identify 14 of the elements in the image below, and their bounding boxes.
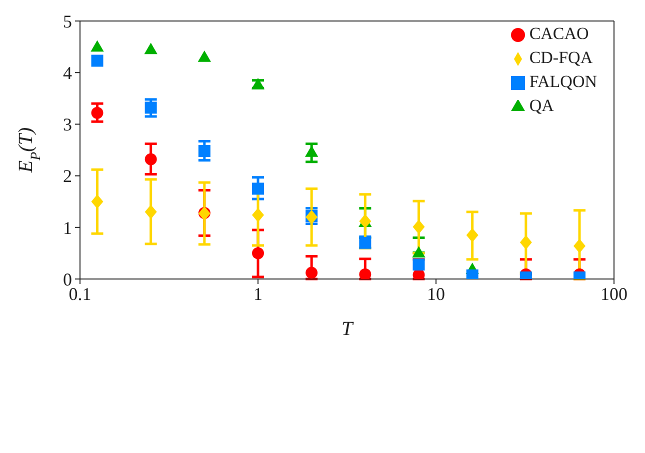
- y-tick-label: 1: [63, 218, 72, 238]
- x-tick-label: 100: [600, 284, 628, 304]
- y-tick-label: 5: [63, 11, 72, 32]
- legend-label: CD-FQA: [529, 48, 593, 67]
- y-tick-label: 3: [63, 114, 72, 135]
- x-tick-label: 10: [427, 284, 445, 304]
- legend-label: QA: [529, 96, 554, 115]
- legend-label: CACAO: [529, 24, 589, 43]
- y-tick-label: 4: [63, 62, 72, 83]
- x-axis-title: T: [341, 318, 354, 340]
- x-tick-label: 1: [254, 284, 262, 304]
- y-tick-label: 2: [63, 166, 72, 186]
- legend-label: FALQON: [529, 72, 597, 91]
- y-tick-label: 0: [63, 269, 72, 290]
